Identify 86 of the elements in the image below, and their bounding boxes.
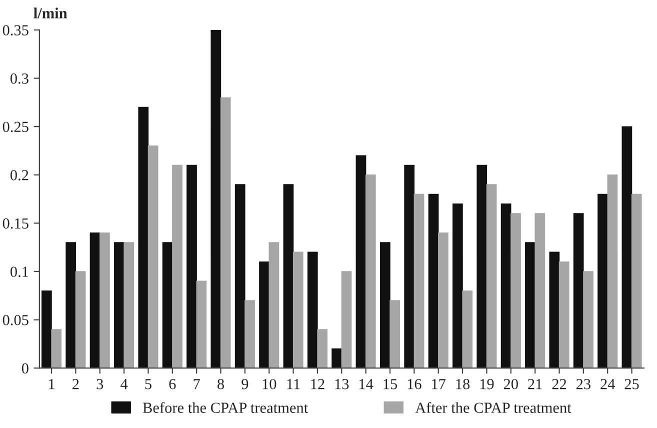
bar (292, 252, 304, 368)
y-tick-label: 0.35 (2, 25, 28, 36)
x-tick-label: 19 (480, 378, 494, 390)
bar (534, 213, 546, 368)
bar (452, 204, 463, 368)
x-tick-label: 1 (49, 379, 54, 390)
bar (365, 174, 376, 368)
bar (414, 194, 424, 368)
bar (244, 300, 255, 368)
x-tick-label: 22 (552, 378, 566, 390)
x-tick-label: 12 (311, 378, 324, 390)
bar (486, 184, 497, 368)
bar (476, 164, 488, 368)
x-tick-label: 5 (145, 379, 152, 390)
bar (196, 280, 207, 368)
bar (558, 261, 570, 368)
bar (66, 242, 76, 368)
bar (404, 164, 415, 368)
bar (356, 155, 366, 368)
bar (428, 194, 439, 368)
x-tick-label: 14 (360, 379, 374, 390)
bar (259, 261, 270, 368)
x-tick-label: 2 (72, 378, 79, 390)
y-tick-label: 0.3 (10, 73, 28, 84)
bar (341, 271, 352, 368)
bar (220, 97, 231, 368)
bar (631, 194, 642, 368)
bar (148, 146, 158, 368)
bar (583, 271, 594, 368)
bar (114, 242, 124, 368)
bar (41, 290, 52, 368)
bar (307, 252, 318, 368)
x-tick-label: 4 (120, 379, 128, 390)
x-tick-label: 25 (624, 378, 639, 390)
bar (622, 126, 632, 368)
bar (90, 232, 100, 368)
bar (462, 290, 473, 368)
bar (234, 184, 246, 368)
y-axis-title: l/min (34, 8, 68, 18)
bar (172, 164, 182, 368)
y-tick-label: 0.15 (2, 218, 28, 229)
bar (268, 242, 280, 368)
x-tick-label: 8 (218, 378, 224, 390)
y-tick-label: 0 (22, 363, 28, 374)
bar (138, 106, 149, 368)
bar (100, 232, 110, 368)
x-tick-label: 13 (335, 378, 349, 390)
x-tick-label: 20 (504, 378, 518, 390)
x-tick-label: 11 (287, 379, 300, 390)
bar (573, 213, 584, 368)
y-tick-label: 0.1 (10, 266, 28, 277)
bar (510, 213, 521, 368)
bar (332, 348, 342, 368)
bar (162, 242, 173, 368)
y-tick-label: 0.2 (10, 170, 28, 180)
bar (75, 271, 86, 368)
bar (549, 252, 560, 368)
x-tick-label: 23 (576, 378, 590, 390)
x-tick-label: 21 (528, 378, 542, 390)
x-tick-label: 17 (432, 379, 446, 390)
legend-label: Before the CPAP treatment (142, 402, 308, 413)
x-tick-label: 24 (600, 378, 615, 390)
y-tick-label: 0.05 (2, 314, 28, 326)
x-tick-label: 7 (194, 379, 200, 390)
bar (51, 329, 62, 368)
y-tick-label: 0.25 (2, 122, 28, 132)
bar (317, 329, 328, 368)
x-tick-label: 10 (262, 378, 276, 390)
x-tick-label: 9 (242, 378, 248, 390)
x-tick-label: 3 (96, 378, 104, 390)
x-tick-label: 16 (408, 378, 422, 390)
bar (525, 242, 536, 368)
bar (390, 300, 400, 368)
x-tick-label: 6 (169, 378, 176, 390)
bar (124, 242, 134, 368)
bar (438, 232, 448, 368)
bar (210, 30, 222, 368)
bar (186, 164, 197, 368)
bar (500, 204, 512, 368)
bar (598, 194, 608, 368)
legend-label: After the CPAP treatment (415, 402, 572, 413)
bar (283, 184, 294, 368)
bar (380, 242, 390, 368)
bar (607, 174, 618, 368)
x-tick-label: 15 (384, 379, 398, 390)
x-tick-label: 18 (456, 378, 470, 390)
